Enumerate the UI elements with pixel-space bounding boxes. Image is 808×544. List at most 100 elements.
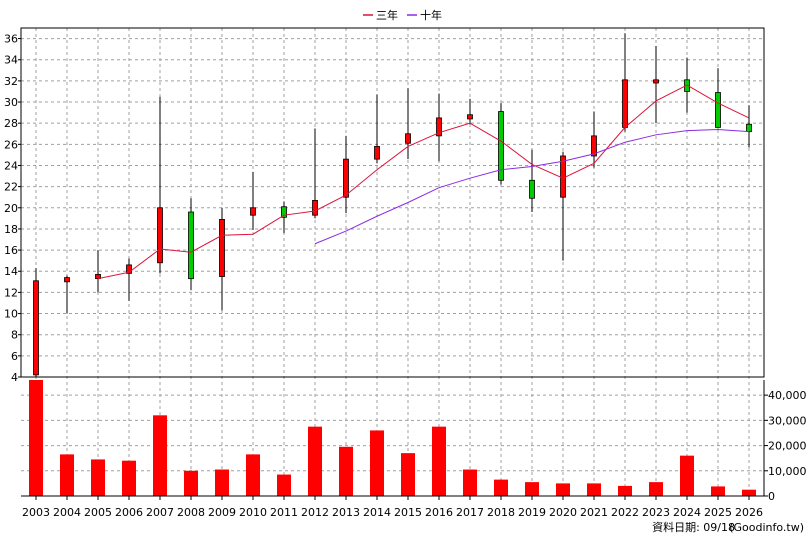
volume-bar	[494, 479, 508, 496]
x-tick-label: 2023	[642, 506, 670, 519]
x-tick-label: 2011	[270, 506, 298, 519]
volume-bar	[649, 482, 663, 496]
source-label: (Goodinfo.tw)	[729, 521, 804, 534]
volume-bar	[432, 426, 446, 496]
candle-body	[95, 274, 101, 280]
candle-body	[219, 219, 225, 277]
x-tick-label: 2013	[332, 506, 360, 519]
price-tick-label: 16	[4, 244, 18, 257]
candle-body	[157, 207, 163, 264]
x-tick-label: 2010	[239, 506, 267, 519]
candle-body	[64, 277, 70, 283]
volume-bar	[60, 454, 74, 496]
x-tick-label: 2026	[735, 506, 763, 519]
x-tick-label: 2014	[363, 506, 391, 519]
volume-tick-label: 20,000	[768, 440, 807, 453]
candle-body	[560, 155, 566, 198]
x-tick-label: 2017	[456, 506, 484, 519]
x-tick-label: 2020	[549, 506, 577, 519]
price-tick-label: 26	[4, 138, 18, 151]
candle-body	[622, 79, 628, 128]
candle-body	[188, 211, 194, 280]
candle-body	[343, 158, 349, 198]
price-tick-label: 14	[4, 265, 18, 278]
price-tick-label: 10	[4, 308, 18, 321]
candle-body	[529, 179, 535, 199]
volume-bar	[122, 460, 136, 496]
volume-bar	[556, 483, 570, 496]
volume-tick-label: 30,000	[768, 414, 807, 427]
volume-bar	[91, 459, 105, 496]
candle-body	[653, 79, 659, 84]
x-tick-label: 2009	[208, 506, 236, 519]
volume-bar	[339, 446, 353, 496]
x-tick-label: 2025	[704, 506, 732, 519]
volume-bar	[401, 453, 415, 496]
volume-bar	[215, 469, 229, 496]
volume-bar	[742, 489, 756, 496]
x-tick-label: 2016	[425, 506, 453, 519]
candle-body	[250, 207, 256, 216]
price-tick-label: 12	[4, 286, 18, 299]
price-tick-label: 20	[4, 202, 18, 215]
x-tick-label: 2022	[611, 506, 639, 519]
volume-bar	[184, 470, 198, 496]
price-tick-label: 4	[11, 371, 18, 384]
x-tick-label: 2006	[115, 506, 143, 519]
x-tick-label: 2024	[673, 506, 701, 519]
volume-bar	[277, 474, 291, 496]
x-tick-label: 2012	[301, 506, 329, 519]
volume-bar	[711, 486, 725, 496]
legend-label-ma10: 十年	[420, 8, 442, 22]
price-tick-label: 22	[4, 181, 18, 194]
price-tick-label: 30	[4, 96, 18, 109]
volume-bar	[29, 380, 43, 496]
moving-average-lines	[97, 84, 750, 280]
candle-body	[498, 111, 504, 181]
candle-body	[374, 146, 380, 160]
x-tick-label: 2003	[22, 506, 50, 519]
volume-bar	[308, 426, 322, 496]
volume-bar	[463, 469, 477, 496]
candle-body	[467, 114, 473, 120]
price-tick-label: 18	[4, 223, 18, 236]
price-tick-label: 34	[4, 54, 18, 67]
price-panel-border	[20, 27, 765, 378]
x-tick-label: 2007	[146, 506, 174, 519]
legend-label-ma3: 三年	[376, 8, 398, 22]
candle-body	[126, 264, 132, 274]
candle-body	[715, 92, 721, 128]
ma10-line	[314, 129, 750, 245]
x-tick-label: 2015	[394, 506, 422, 519]
volume-bar	[246, 454, 260, 496]
x-tick-label: 2021	[580, 506, 608, 519]
data-date-label: 資料日期: 09/18	[652, 520, 735, 534]
price-tick-label: 28	[4, 117, 18, 130]
volume-tick-label: 0	[768, 490, 775, 503]
candle-body	[312, 199, 318, 216]
candle-body	[281, 206, 287, 218]
volume-bar	[525, 482, 539, 496]
candle-body	[33, 280, 39, 376]
candle-body	[746, 123, 752, 133]
x-tick-label: 2004	[53, 506, 81, 519]
x-tick-label: 2008	[177, 506, 205, 519]
x-tick-label: 2018	[487, 506, 515, 519]
axis-labels: 4681012141618202224262830323436010,00020…	[4, 33, 807, 519]
ma3-line	[97, 84, 750, 280]
plot-frame	[18, 27, 768, 500]
price-tick-label: 24	[4, 159, 18, 172]
volume-bar	[153, 415, 167, 496]
candle-body	[436, 117, 442, 137]
price-tick-label: 32	[4, 75, 18, 88]
volume-bar	[587, 483, 601, 496]
volume-tick-label: 40,000	[768, 389, 807, 402]
x-tick-label: 2005	[84, 506, 112, 519]
price-tick-label: 36	[4, 33, 18, 46]
candle-body	[591, 135, 597, 157]
volume-bar	[370, 430, 384, 496]
volume-bar	[618, 485, 632, 496]
candle-body	[405, 133, 411, 144]
